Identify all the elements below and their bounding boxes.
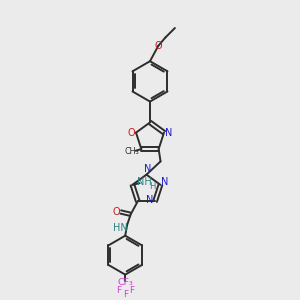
Text: N: N [165, 128, 172, 138]
Text: N: N [161, 177, 169, 187]
Text: NH: NH [137, 177, 152, 187]
Text: N: N [146, 195, 154, 205]
Text: O: O [154, 41, 162, 51]
Text: CF₃: CF₃ [117, 278, 133, 287]
Text: H: H [149, 182, 156, 191]
Text: HN: HN [113, 223, 128, 233]
Text: F: F [129, 286, 134, 295]
Text: F: F [116, 286, 122, 295]
Text: N: N [144, 164, 151, 174]
Text: CH₃: CH₃ [124, 147, 139, 156]
Text: O: O [128, 128, 136, 138]
Text: O: O [112, 207, 120, 217]
Text: F: F [123, 290, 128, 298]
